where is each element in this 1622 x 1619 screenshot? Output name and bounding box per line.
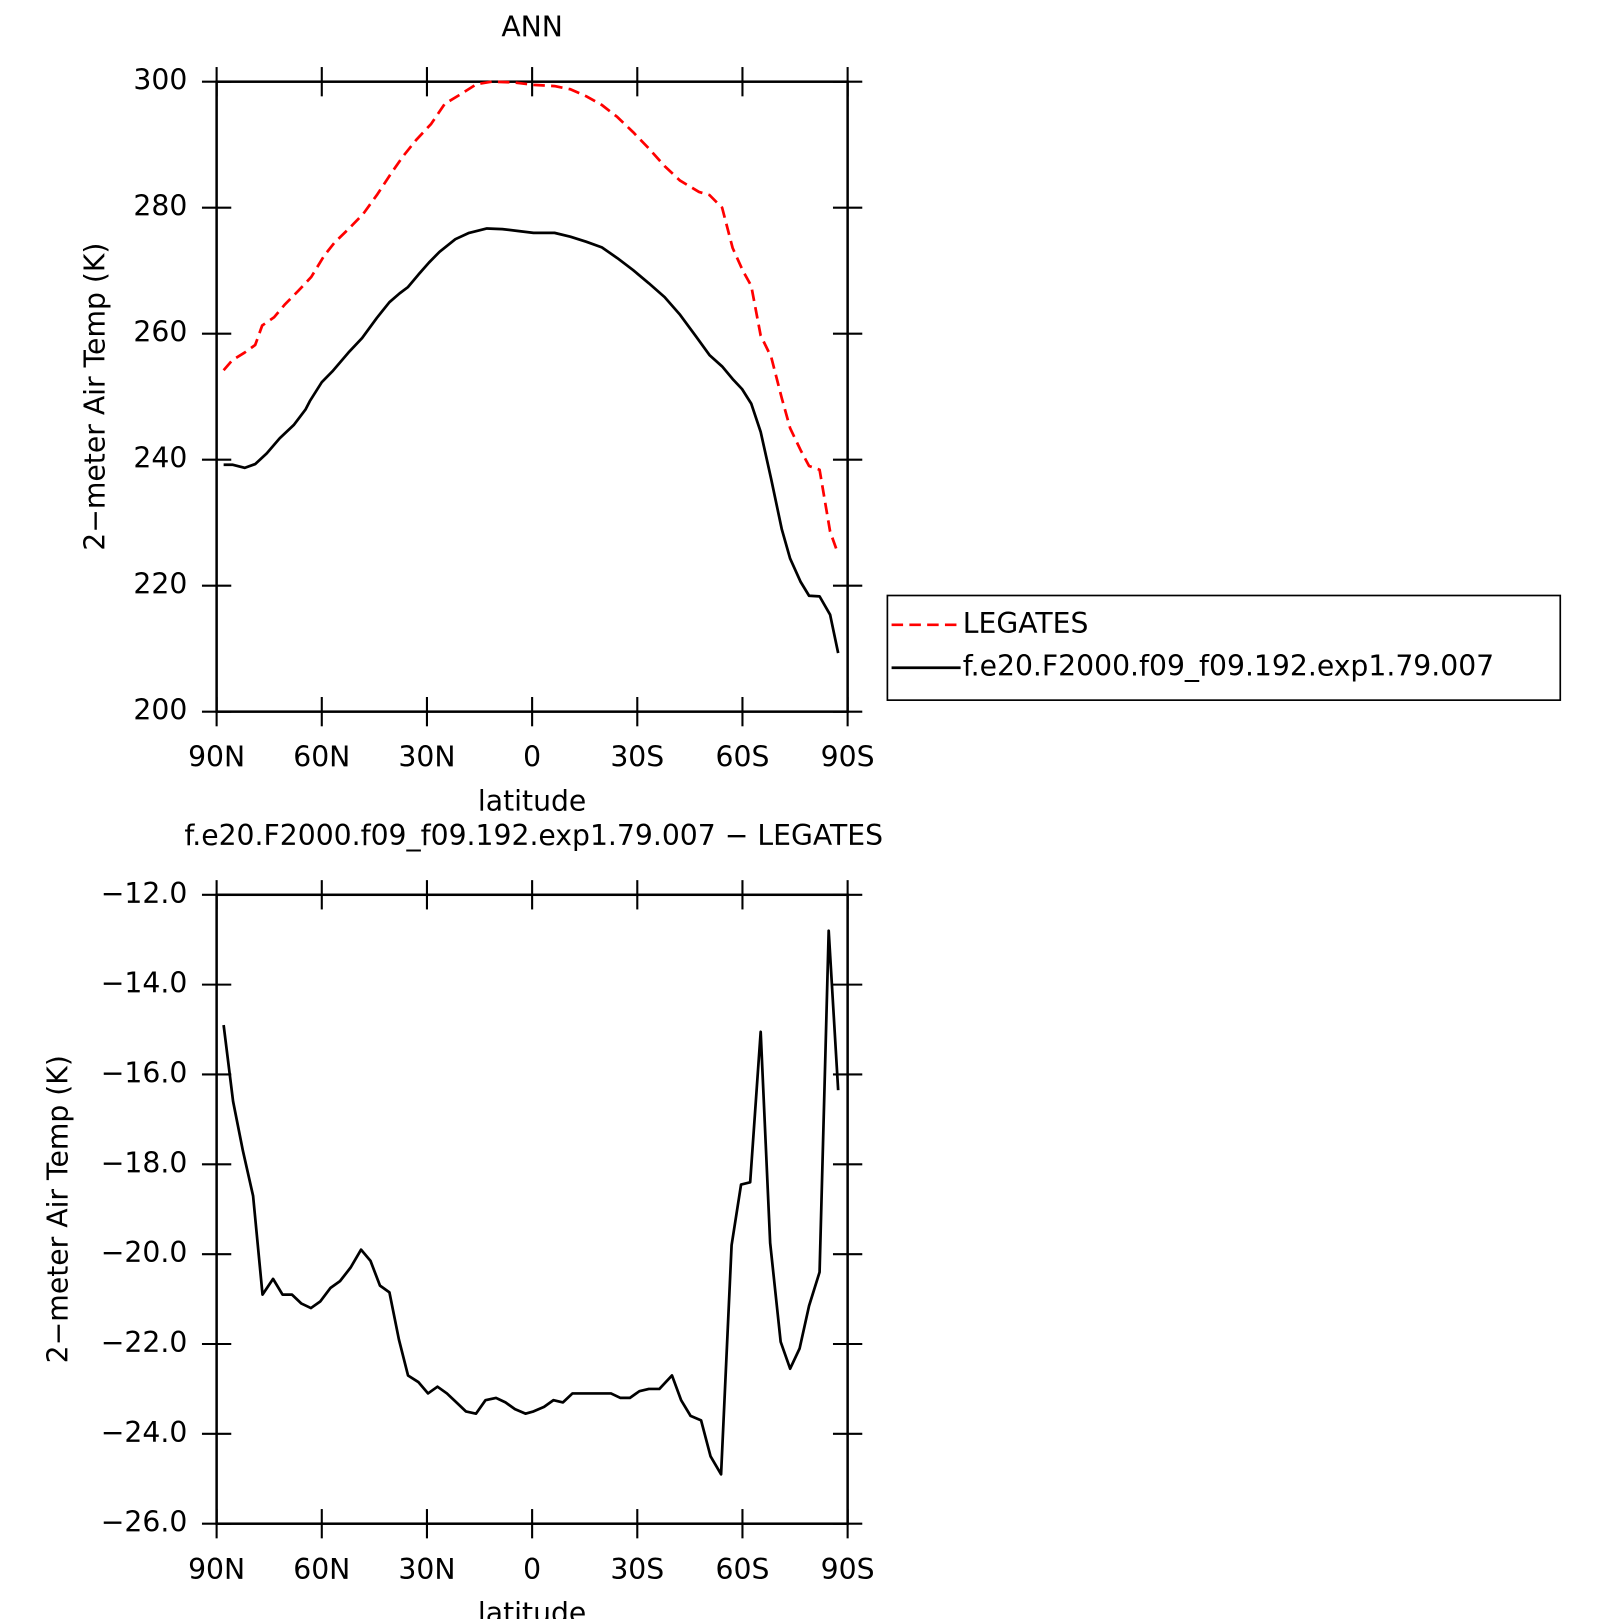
x-axis-title: latitude [478, 785, 586, 818]
y-tick-label: −16.0 [101, 1056, 188, 1089]
chart-title: ANN [501, 10, 563, 43]
y-tick-label: −26.0 [101, 1506, 188, 1539]
y-tick-label: −22.0 [101, 1326, 188, 1359]
legend-label: f.e20.F2000.f09_f09.192.exp1.79.007 [963, 650, 1494, 683]
x-tick-label: 30N [398, 741, 455, 774]
y-axis-title: 2−meter Air Temp (K) [42, 1055, 75, 1363]
x-tick-label: 60S [716, 1553, 770, 1586]
data-line [222, 929, 840, 1476]
x-axis-title: latitude [478, 1597, 586, 1619]
x-tick-label: 60N [293, 741, 350, 774]
x-tick-label: 60N [293, 1553, 350, 1586]
legend-label: LEGATES [963, 607, 1089, 640]
y-tick-label: −24.0 [101, 1416, 188, 1449]
y-tick-label: 260 [133, 316, 187, 349]
x-tick-label: 0 [523, 1553, 541, 1586]
x-tick-label: 60S [716, 741, 770, 774]
data-line [222, 80, 840, 555]
y-tick-label: −18.0 [101, 1146, 188, 1179]
plot-frame [215, 80, 849, 713]
y-axis-title: 2−meter Air Temp (K) [78, 243, 111, 551]
x-tick-label: 30S [610, 1553, 664, 1586]
y-tick-label: 220 [133, 568, 187, 601]
x-tick-label: 90N [188, 741, 245, 774]
y-tick-label: 240 [133, 442, 187, 475]
x-tick-label: 90S [821, 741, 875, 774]
plot-frame [215, 893, 849, 1525]
y-tick-label: −20.0 [101, 1236, 188, 1269]
x-tick-label: 90S [821, 1553, 875, 1586]
x-tick-label: 90N [188, 1553, 245, 1586]
x-tick-label: 30N [398, 1553, 455, 1586]
x-tick-label: 30S [610, 741, 664, 774]
chart-title: f.e20.F2000.f09_f09.192.exp1.79.007 − LE… [184, 819, 883, 852]
y-tick-label: 280 [133, 190, 187, 223]
y-tick-label: 300 [133, 64, 187, 97]
y-tick-label: −12.0 [101, 877, 188, 910]
y-tick-label: 200 [133, 694, 187, 727]
x-tick-label: 0 [523, 741, 541, 774]
legend-box [886, 594, 1562, 701]
y-tick-label: −14.0 [101, 967, 188, 1000]
data-line [223, 227, 840, 654]
